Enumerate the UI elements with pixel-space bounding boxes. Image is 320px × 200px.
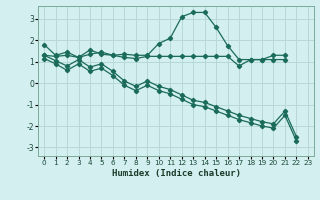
X-axis label: Humidex (Indice chaleur): Humidex (Indice chaleur) (111, 169, 241, 178)
